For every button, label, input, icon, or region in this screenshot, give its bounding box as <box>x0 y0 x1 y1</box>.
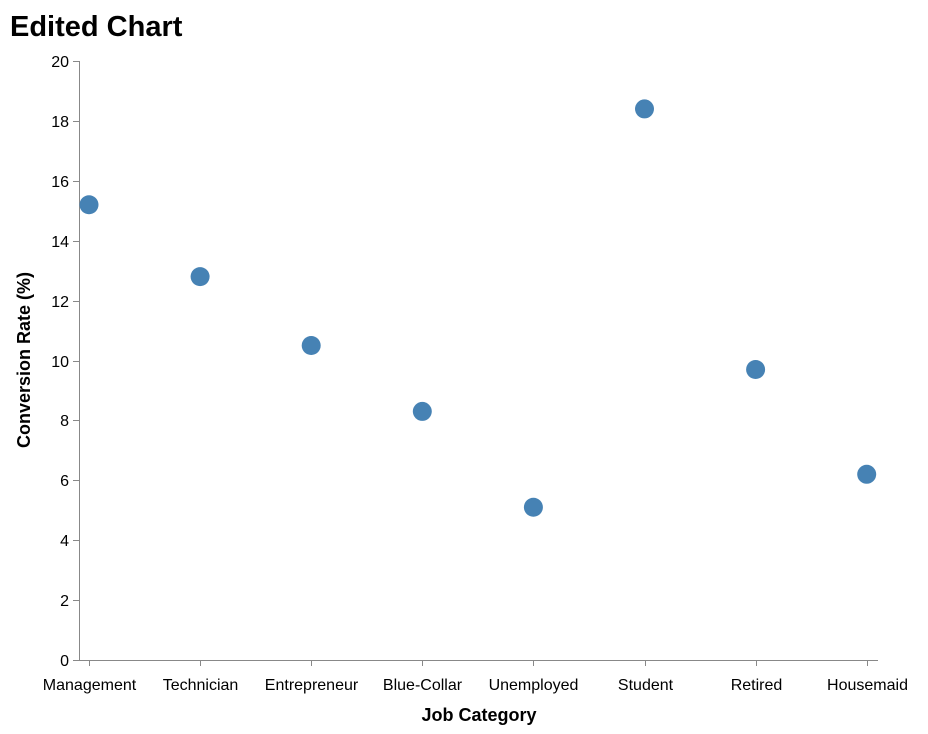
x-tick-label: Entrepreneur <box>265 677 359 694</box>
y-tick-label: 14 <box>51 234 69 251</box>
x-tick-label: Blue-Collar <box>383 677 463 694</box>
x-tick-label: Unemployed <box>489 677 579 694</box>
y-tick-label: 4 <box>60 533 69 550</box>
x-tick-label: Student <box>618 677 674 694</box>
y-tick-label: 12 <box>51 294 69 311</box>
x-tick-label: Management <box>43 677 137 694</box>
x-axis: Management Technician Entrepreneur Blue-Col… <box>43 660 908 694</box>
data-point <box>190 267 210 287</box>
data-point <box>79 195 99 215</box>
data-point <box>412 401 432 421</box>
x-tick-label: Technician <box>163 677 239 694</box>
data-point <box>301 336 321 356</box>
y-tick-label: 18 <box>51 114 69 131</box>
x-axis-title: Job Category <box>421 705 536 725</box>
y-tick-label: 8 <box>60 413 69 430</box>
x-tick-label: Retired <box>731 677 783 694</box>
y-tick-label: 0 <box>60 653 69 670</box>
y-tick-label: 10 <box>51 354 69 371</box>
y-tick-label: 16 <box>51 174 69 191</box>
y-tick-label: 6 <box>60 473 69 490</box>
data-point <box>857 464 877 484</box>
x-tick-label: Housemaid <box>827 677 908 694</box>
y-axis-title: Conversion Rate (%) <box>14 272 34 448</box>
data-point <box>635 99 654 119</box>
y-tick-label: 2 <box>60 593 69 610</box>
data-point <box>523 497 543 517</box>
data-point <box>746 359 766 379</box>
data-points <box>79 99 877 517</box>
y-axis: 0 2 4 6 8 10 12 14 16 18 20 <box>51 54 80 670</box>
y-tick-label: 20 <box>51 54 69 71</box>
chart-title: Edited Chart <box>10 11 183 43</box>
